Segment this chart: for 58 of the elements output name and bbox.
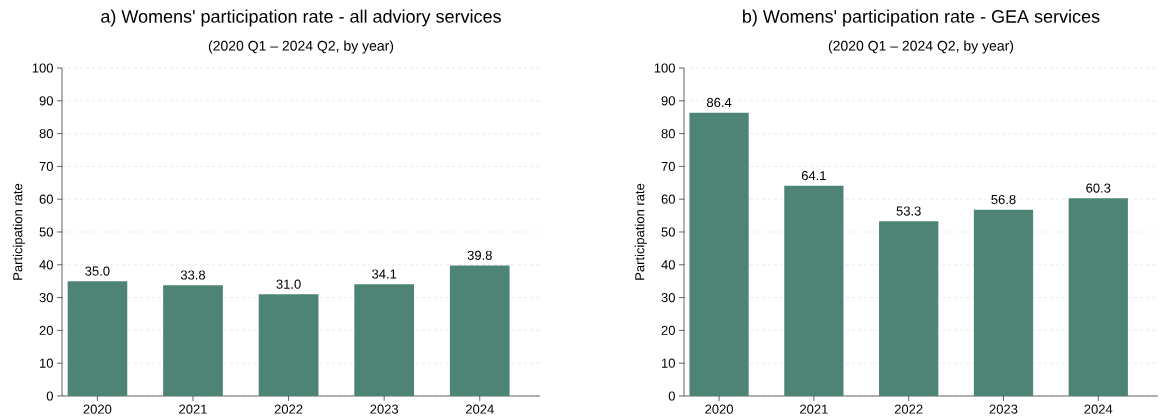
x-tick-label: 2022 [894,404,923,414]
y-tick-label: 60 [39,194,53,204]
y-tick-label: 90 [39,96,53,106]
bar [1068,198,1128,396]
bar [879,221,939,396]
y-tick-label: 40 [39,260,53,270]
x-tick-label: 2023 [370,404,399,414]
y-tick-label: 10 [662,358,675,368]
data-label: 34.1 [372,269,397,279]
data-label: 39.8 [467,250,492,260]
y-tick-label: 10 [40,358,53,368]
y-tick-label: 60 [661,194,675,204]
data-label: 31.0 [276,279,301,289]
y-tick-label: 80 [39,128,53,139]
chart-subtitle: (2020 Q1 – 2024 Q2, by year) [208,40,394,54]
y-tick-label: 70 [661,161,675,171]
y-tick-label: 50 [39,227,53,237]
y-tick-label: 90 [661,96,675,106]
bar [784,185,844,396]
data-label: 56.8 [991,194,1016,205]
x-tick-label: 2023 [989,404,1018,414]
x-tick-label: 2022 [274,404,303,414]
bar [689,112,749,396]
data-label: 35.0 [85,266,110,276]
data-label: 86.4 [706,97,732,108]
data-label: 33.8 [180,270,206,280]
bar [449,265,510,396]
bar [163,285,223,396]
chart-title: a) Womens' participation rate - all adviory services [101,9,501,27]
chart-title: b) Womens' participation rate - GEA services [743,9,1100,27]
y-axis-title: Participation rate [12,183,25,280]
bar [973,209,1034,396]
x-tick-label: 2020 [83,404,112,414]
x-tick-label: 2024 [465,404,494,414]
x-tick-label: 2021 [179,404,207,414]
y-tick-label: 50 [661,227,675,237]
y-axis-title: Participation rate [634,183,647,280]
x-tick-label: 2024 [1084,404,1113,414]
y-tick-label: 100 [654,63,675,73]
data-label: 60.3 [1086,183,1111,193]
y-tick-label: 20 [39,325,53,335]
y-tick-label: 40 [661,260,675,270]
y-tick-label: 30 [661,292,675,303]
y-tick-label: 80 [661,128,675,139]
y-tick-label: 70 [39,161,53,171]
bar [67,281,128,396]
chart-subtitle: (2020 Q1 – 2024 Q2, by year) [828,40,1014,54]
y-tick-label: 20 [661,325,675,335]
x-tick-label: 2020 [705,404,734,414]
x-tick-label: 2021 [800,404,828,414]
bar [258,294,319,396]
data-label: 64.1 [801,171,826,181]
y-tick-label: 0 [668,391,675,401]
y-tick-label: 30 [39,292,53,303]
bar [354,284,415,396]
y-tick-label: 100 [32,63,53,73]
data-label: 53.3 [896,206,921,216]
y-tick-label: 0 [46,391,53,401]
